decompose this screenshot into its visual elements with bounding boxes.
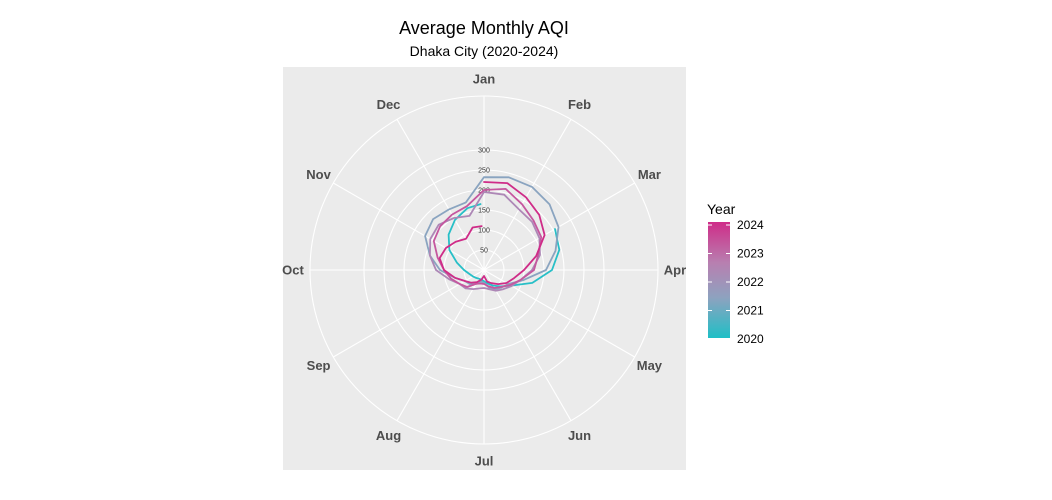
month-label: Nov: [306, 167, 331, 182]
month-label: Oct: [282, 263, 304, 278]
polar-grid: [309, 95, 659, 445]
radial-tick-label: 300: [478, 148, 490, 155]
radial-tick-label: 50: [480, 248, 488, 255]
legend-label: 2021: [737, 304, 764, 318]
legend-ticks: 2024 2023 2022 2021 2020: [708, 218, 764, 346]
grid-spoke: [483, 182, 635, 271]
series-line-2021: [424, 176, 560, 291]
month-label: Aug: [376, 428, 401, 443]
legend-label: 2024: [737, 218, 764, 232]
month-label: Sep: [307, 358, 331, 373]
series-line-2020: [447, 203, 561, 288]
legend-label: 2023: [737, 247, 764, 261]
month-label: Apr: [664, 263, 686, 278]
grid-spoke: [483, 269, 572, 421]
radial-tick-label: 150: [478, 208, 490, 215]
grid-spoke: [396, 269, 485, 421]
chart-title: Average Monthly AQI: [399, 18, 569, 38]
month-label: Mar: [638, 167, 661, 182]
radial-tick-label: 250: [478, 168, 490, 175]
month-label: Feb: [568, 97, 591, 112]
series-line-2024: [438, 181, 546, 285]
legend-label: 2022: [737, 275, 764, 289]
series-line-2023: [432, 188, 543, 289]
radial-tick-label: 100: [478, 228, 490, 235]
series-line-2022: [429, 191, 541, 292]
grid-spoke: [333, 182, 485, 271]
month-label: Jul: [475, 454, 494, 469]
legend-colorbar: [708, 222, 730, 338]
month-label: May: [637, 358, 663, 373]
legend-label: 2020: [737, 332, 764, 346]
series-lines: [424, 176, 561, 292]
month-label: Dec: [377, 97, 401, 112]
grid-spoke: [483, 119, 572, 271]
month-labels: Jan Feb Mar Apr May Jun Jul Aug Sep Oct Nov Dec: [282, 72, 686, 469]
month-label: Jan: [473, 72, 495, 87]
chart-subtitle: Dhaka City (2020-2024): [410, 43, 559, 59]
grid-spoke: [396, 119, 485, 271]
legend-title: Year: [707, 201, 736, 217]
month-label: Jun: [568, 428, 591, 443]
